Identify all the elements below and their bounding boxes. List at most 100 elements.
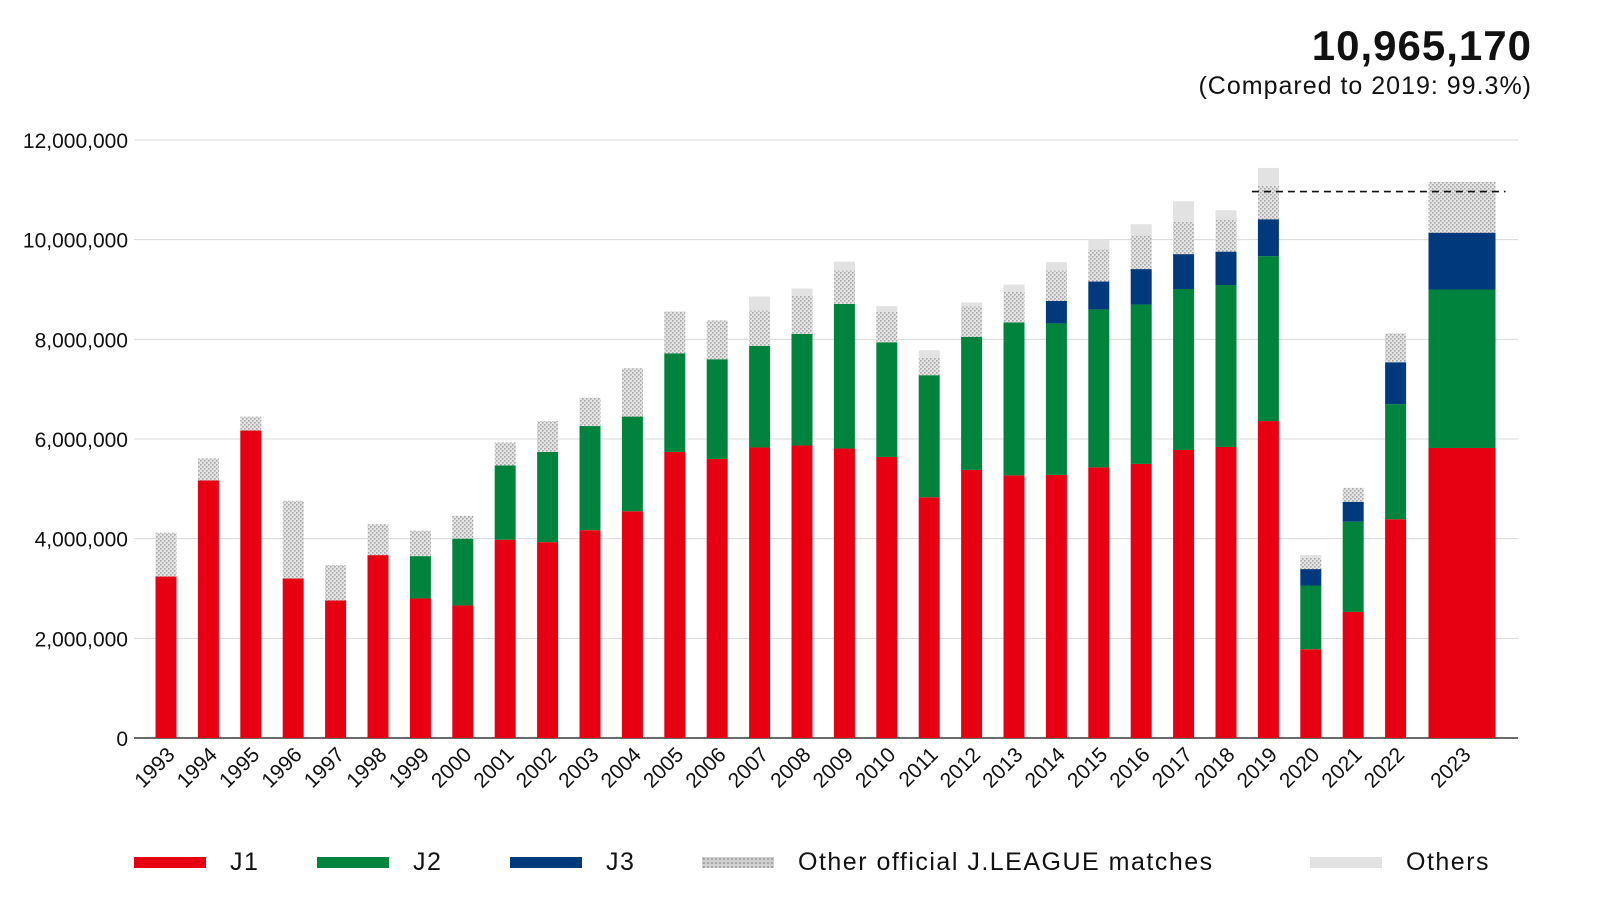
- bar-2017-j2: [1173, 289, 1195, 450]
- bar-2017-j3: [1173, 254, 1195, 290]
- bar-2003-j1: [579, 530, 601, 738]
- bar-2015-j3: [1088, 281, 1110, 310]
- bar-1995-j1: [240, 430, 262, 738]
- bar-2004-other-official-j-league-matches: [621, 368, 643, 417]
- bar-2005-other-official-j-league-matches: [664, 311, 686, 354]
- bar-2020-j2: [1300, 585, 1322, 650]
- legend-label-j2: J2: [413, 847, 443, 876]
- legend-item-j3: J3: [510, 842, 635, 882]
- bar-1997-j1: [325, 600, 347, 738]
- bar-1998-other-official-j-league-matches: [367, 524, 389, 556]
- bar-2002-j1: [537, 542, 559, 738]
- x-axis-ticks: 1993199419951996199719981999200020012002…: [130, 743, 1475, 793]
- x-tick-label-2004: 2004: [597, 743, 647, 793]
- bar-2002-j2: [537, 451, 559, 543]
- x-tick-label-2005: 2005: [639, 743, 688, 792]
- x-tick-label-1994: 1994: [173, 743, 223, 793]
- bar-2016-others: [1130, 224, 1152, 236]
- bar-2000-other-official-j-league-matches: [452, 515, 474, 539]
- bar-2001-j1: [494, 539, 516, 738]
- legend-label-others: Others: [1406, 847, 1491, 876]
- bar-1996-j1: [282, 578, 304, 738]
- bar-2018-j1: [1215, 446, 1237, 738]
- bar-2000-j1: [452, 605, 474, 738]
- x-tick-label-1999: 1999: [385, 743, 434, 792]
- legend-swatch-j2: [317, 856, 389, 868]
- x-tick-label-2016: 2016: [1105, 743, 1154, 792]
- bar-2017-others: [1173, 201, 1195, 222]
- x-tick-label-2006: 2006: [681, 743, 730, 792]
- bar-2012-others: [961, 302, 983, 307]
- bar-2011-other-official-j-league-matches: [918, 357, 940, 376]
- bar-2008-j2: [791, 333, 813, 446]
- y-tick-label: 6,000,000: [35, 429, 128, 452]
- bar-2010-others: [876, 305, 898, 312]
- bar-2012-j1: [961, 469, 983, 738]
- bar-2018-others: [1215, 210, 1237, 220]
- bar-2020-other-official-j-league-matches: [1300, 557, 1322, 570]
- bar-1994-j1: [197, 480, 219, 738]
- bar-2012-other-official-j-league-matches: [961, 306, 983, 337]
- legend-label-j1: J1: [230, 847, 260, 876]
- bar-2021-j2: [1342, 521, 1364, 612]
- bar-2010-j1: [876, 456, 898, 738]
- bar-2014-j2: [1045, 323, 1067, 475]
- bar-2020-others: [1300, 555, 1322, 558]
- bar-2001-other-official-j-league-matches: [494, 442, 516, 466]
- bar-2014-other-official-j-league-matches: [1045, 270, 1067, 301]
- legend-label-j3: J3: [606, 847, 636, 876]
- bar-1994-other-official-j-league-matches: [197, 458, 219, 481]
- legend-label-other-official: Other official J.LEAGUE matches: [798, 847, 1214, 876]
- bar-2019-j3: [1257, 219, 1279, 257]
- x-tick-label-2013: 2013: [978, 743, 1027, 792]
- bar-2013-others: [1003, 284, 1025, 292]
- bar-2017-j1: [1173, 449, 1195, 738]
- bar-2019-other-official-j-league-matches: [1257, 185, 1279, 220]
- x-tick-label-1993: 1993: [130, 743, 179, 792]
- legend-swatch-others: [1310, 856, 1382, 868]
- x-tick-label-2019: 2019: [1233, 743, 1282, 792]
- legend-swatch-other-official: [702, 856, 774, 868]
- bar-2021-j3: [1342, 501, 1364, 522]
- x-tick-label-2018: 2018: [1190, 743, 1239, 792]
- bar-2014-j1: [1045, 474, 1067, 738]
- legend-item-j1: J1: [134, 842, 259, 882]
- bar-2019-j2: [1257, 256, 1279, 422]
- x-tick-label-2021: 2021: [1317, 743, 1366, 792]
- total-attendance: 10,965,170: [1311, 22, 1532, 69]
- bar-2007-j1: [749, 447, 771, 738]
- x-tick-label-2001: 2001: [469, 743, 518, 792]
- gridlines: [134, 139, 1518, 739]
- bar-2006-j1: [706, 458, 728, 738]
- bar-2004-j1: [621, 511, 643, 738]
- bar-2015-j2: [1088, 309, 1110, 468]
- y-tick-label: 0: [116, 728, 128, 751]
- bar-2023-j3: [1428, 232, 1496, 290]
- bar-2015-others: [1088, 239, 1110, 250]
- legend-swatch-j1: [134, 856, 206, 868]
- bar-2005-j1: [664, 451, 686, 738]
- y-tick-label: 10,000,000: [23, 230, 128, 253]
- x-tick-label-2010: 2010: [851, 743, 900, 792]
- bar-2016-j2: [1130, 304, 1152, 464]
- bar-2009-j2: [833, 303, 855, 449]
- bar-2009-other-official-j-league-matches: [833, 270, 855, 304]
- bar-2022-j3: [1385, 362, 1407, 405]
- bar-2010-other-official-j-league-matches: [876, 311, 898, 343]
- x-tick-label-2003: 2003: [554, 743, 603, 792]
- x-tick-label-2020: 2020: [1275, 743, 1324, 792]
- bar-1999-j2: [409, 556, 431, 599]
- bar-2023-other-official-j-league-matches: [1428, 181, 1496, 233]
- bar-2003-other-official-j-league-matches: [579, 397, 601, 427]
- x-tick-label-2017: 2017: [1148, 743, 1197, 792]
- bar-2018-j2: [1215, 285, 1237, 447]
- bar-2018-j3: [1215, 251, 1237, 286]
- bar-2016-j1: [1130, 463, 1152, 738]
- bar-2020-j3: [1300, 569, 1322, 586]
- bar-2019-j1: [1257, 421, 1279, 738]
- bar-2004-j2: [621, 416, 643, 512]
- legend-item-other-official: Other official J.LEAGUE matches: [702, 842, 1214, 882]
- bar-2002-other-official-j-league-matches: [537, 421, 559, 452]
- bar-2001-j2: [494, 465, 516, 540]
- x-tick-label-2012: 2012: [936, 743, 985, 792]
